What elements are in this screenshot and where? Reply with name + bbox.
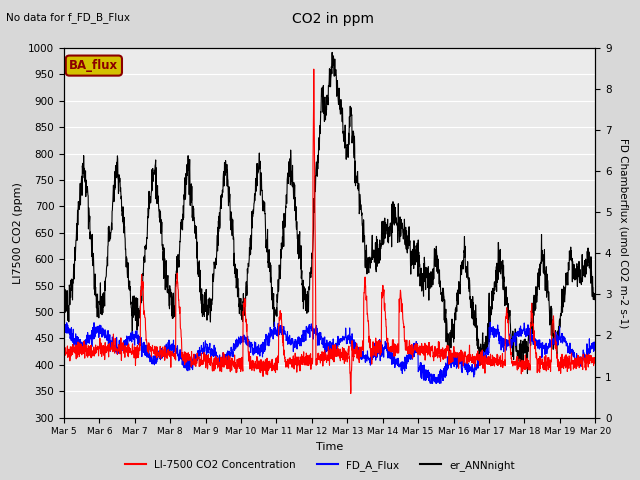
- Text: BA_flux: BA_flux: [69, 59, 118, 72]
- Y-axis label: LI7500 CO2 (ppm): LI7500 CO2 (ppm): [13, 182, 22, 284]
- Y-axis label: FD Chamberflux (umol CO2 m-2 s-1): FD Chamberflux (umol CO2 m-2 s-1): [618, 138, 628, 328]
- Text: CO2 in ppm: CO2 in ppm: [292, 12, 374, 26]
- Legend: LI-7500 CO2 Concentration, FD_A_Flux, er_ANNnight: LI-7500 CO2 Concentration, FD_A_Flux, er…: [121, 456, 519, 475]
- X-axis label: Time: Time: [316, 442, 343, 452]
- Text: No data for f_FD_B_Flux: No data for f_FD_B_Flux: [6, 12, 131, 23]
